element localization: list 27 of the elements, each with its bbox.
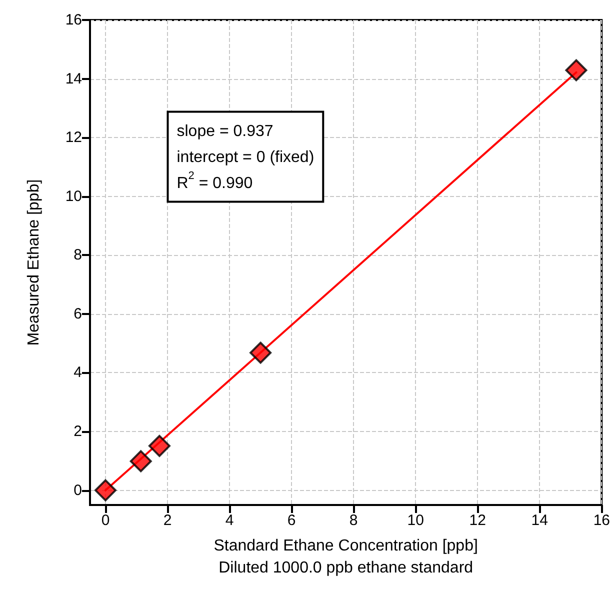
- x-tick-label: 16: [593, 512, 610, 529]
- y-tick-label: 6: [74, 305, 82, 322]
- x-tick-label: 10: [407, 512, 424, 529]
- x-axis-title: Standard Ethane Concentration [ppb] Diluted 1000.0 ppb ethane standard: [214, 538, 478, 576]
- point: [94, 479, 117, 502]
- y-axis-title: Measured Ethane [ppb]: [26, 179, 42, 346]
- y-tick-label: 14: [65, 70, 82, 88]
- y-tick-label: 0: [74, 482, 82, 499]
- x-tick-label: 2: [163, 512, 172, 529]
- x-tick-label: 4: [225, 512, 234, 529]
- x-tick-label: 14: [531, 512, 548, 529]
- y-tick-label: 4: [74, 364, 82, 382]
- point: [130, 450, 152, 472]
- annotation: slope = 0.937: [176, 123, 274, 140]
- point: [148, 434, 170, 457]
- x-tick-label: 12: [469, 512, 486, 529]
- x-tick-label: 8: [349, 512, 358, 529]
- y-tick-label: 16: [65, 12, 82, 28]
- x-tick-label: 6: [287, 512, 296, 529]
- annotation: intercept = 0 (fixed): [176, 149, 314, 166]
- y-tick-label: 10: [65, 188, 82, 205]
- point: [565, 59, 588, 82]
- point: [250, 342, 272, 364]
- x-tick-label: 0: [101, 512, 110, 529]
- y-tick-label: 12: [65, 129, 82, 146]
- y-tick-label: 2: [74, 423, 82, 440]
- y-tick-label: 8: [74, 246, 82, 264]
